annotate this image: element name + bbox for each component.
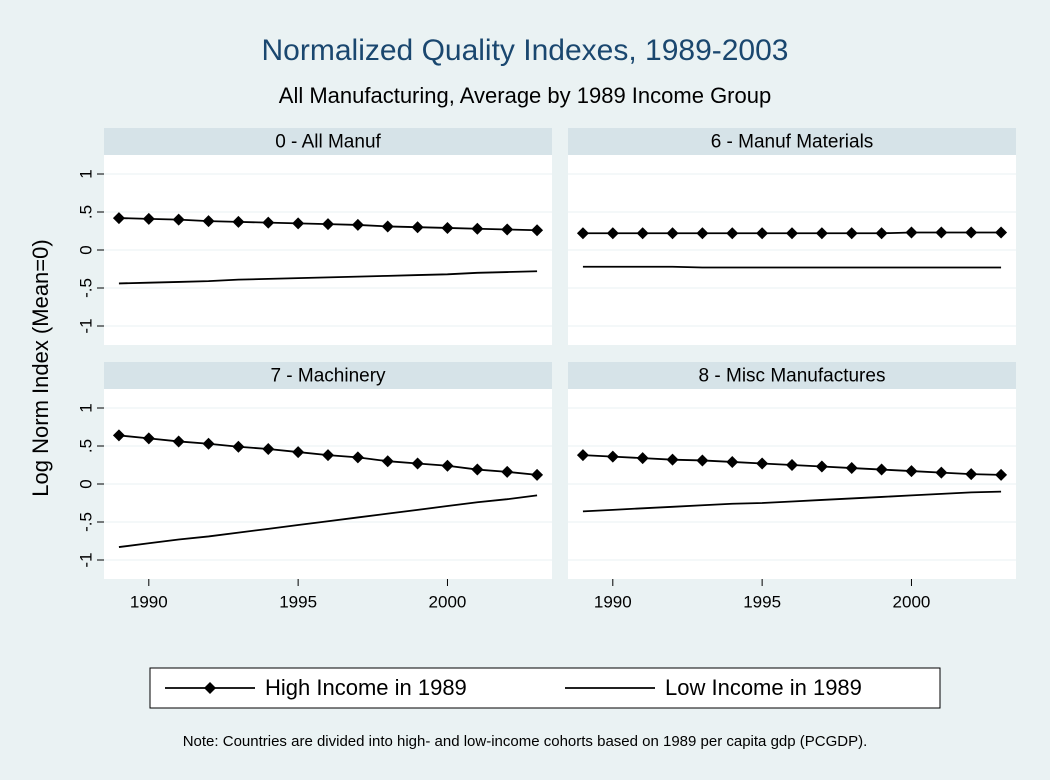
marker xyxy=(786,227,798,240)
x-tick-label: 2000 xyxy=(429,592,467,611)
marker xyxy=(606,227,619,240)
marker xyxy=(322,449,334,462)
marker xyxy=(471,463,484,476)
marker xyxy=(815,460,828,473)
y-tick-label: 0 xyxy=(76,245,95,254)
y-tick-label: -1 xyxy=(76,552,95,567)
marker xyxy=(232,440,245,453)
marker xyxy=(875,463,888,476)
marker xyxy=(112,212,125,225)
panel-header xyxy=(104,128,552,155)
y-tick-label: -.5 xyxy=(76,512,95,532)
marker xyxy=(172,213,185,226)
marker xyxy=(411,457,424,470)
legend-marker xyxy=(204,682,216,694)
marker xyxy=(531,468,544,481)
y-tick-label: -.5 xyxy=(76,278,95,298)
marker xyxy=(576,227,589,240)
line xyxy=(118,494,538,548)
marker xyxy=(411,221,424,234)
y-tick-label: 0 xyxy=(76,479,95,488)
y-tick-label: .5 xyxy=(76,205,95,219)
marker xyxy=(756,227,769,240)
marker xyxy=(142,212,155,225)
marker xyxy=(112,429,125,442)
marker xyxy=(292,217,305,230)
y-tick-label: 1 xyxy=(76,169,95,178)
marker xyxy=(142,432,155,445)
marker xyxy=(786,459,798,471)
marker xyxy=(531,224,544,237)
panel-title: 0 - All Manuf xyxy=(275,132,381,153)
marker xyxy=(351,218,364,231)
line xyxy=(118,270,538,285)
x-tick-label: 1995 xyxy=(279,592,317,611)
marker xyxy=(501,465,514,478)
marker xyxy=(935,466,948,479)
marker xyxy=(905,465,918,478)
marker xyxy=(202,437,215,450)
marker xyxy=(471,222,484,235)
marker xyxy=(292,446,305,459)
marker xyxy=(381,455,394,468)
y-axis-label: Log Norm Index (Mean=0) xyxy=(28,239,53,496)
marker xyxy=(935,226,948,239)
marker xyxy=(441,459,454,472)
marker xyxy=(845,462,858,475)
panel-title: 7 - Machinery xyxy=(270,366,386,387)
panel-title: 6 - Manuf Materials xyxy=(711,132,874,153)
marker xyxy=(381,220,394,233)
x-tick-label: 1990 xyxy=(594,592,632,611)
panel-header xyxy=(568,128,1016,155)
line xyxy=(582,265,1002,269)
marker xyxy=(606,450,619,463)
chart-title: Normalized Quality Indexes, 1989-2003 xyxy=(262,34,789,67)
line xyxy=(582,490,1002,513)
legend-label: Low Income in 1989 xyxy=(665,675,862,700)
marker xyxy=(232,215,245,228)
panel-header xyxy=(104,362,552,389)
marker xyxy=(322,218,334,231)
marker xyxy=(351,451,364,464)
marker xyxy=(576,449,589,462)
legend xyxy=(149,667,941,709)
marker xyxy=(726,227,739,240)
marker xyxy=(172,435,185,448)
marker xyxy=(696,454,709,467)
marker xyxy=(995,226,1008,239)
y-tick-label: 1 xyxy=(76,403,95,412)
marker xyxy=(262,443,275,456)
marker xyxy=(965,226,978,239)
chart-subtitle: All Manufacturing, Average by 1989 Incom… xyxy=(279,83,771,108)
x-tick-label: 2000 xyxy=(893,592,931,611)
panel-header xyxy=(568,362,1016,389)
marker xyxy=(441,221,454,234)
marker xyxy=(905,226,918,239)
marker xyxy=(726,455,739,468)
note: Note: Countries are divided into high- a… xyxy=(183,733,868,750)
y-tick-label: -1 xyxy=(76,318,95,333)
marker xyxy=(875,227,888,240)
marker xyxy=(815,227,828,240)
legend-label: High Income in 1989 xyxy=(265,675,467,700)
y-tick-label: .5 xyxy=(76,439,95,453)
marker xyxy=(756,457,769,470)
x-tick-label: 1990 xyxy=(130,592,168,611)
marker xyxy=(845,227,858,240)
marker xyxy=(666,227,679,240)
marker xyxy=(636,227,649,240)
marker xyxy=(995,468,1008,481)
panel-title: 8 - Misc Manufactures xyxy=(699,366,886,387)
x-tick-label: 1995 xyxy=(743,592,781,611)
marker xyxy=(636,452,649,465)
marker xyxy=(666,453,679,466)
marker xyxy=(696,227,709,240)
marker xyxy=(965,468,978,481)
marker xyxy=(202,215,215,228)
marker xyxy=(501,223,514,236)
marker xyxy=(262,216,275,229)
